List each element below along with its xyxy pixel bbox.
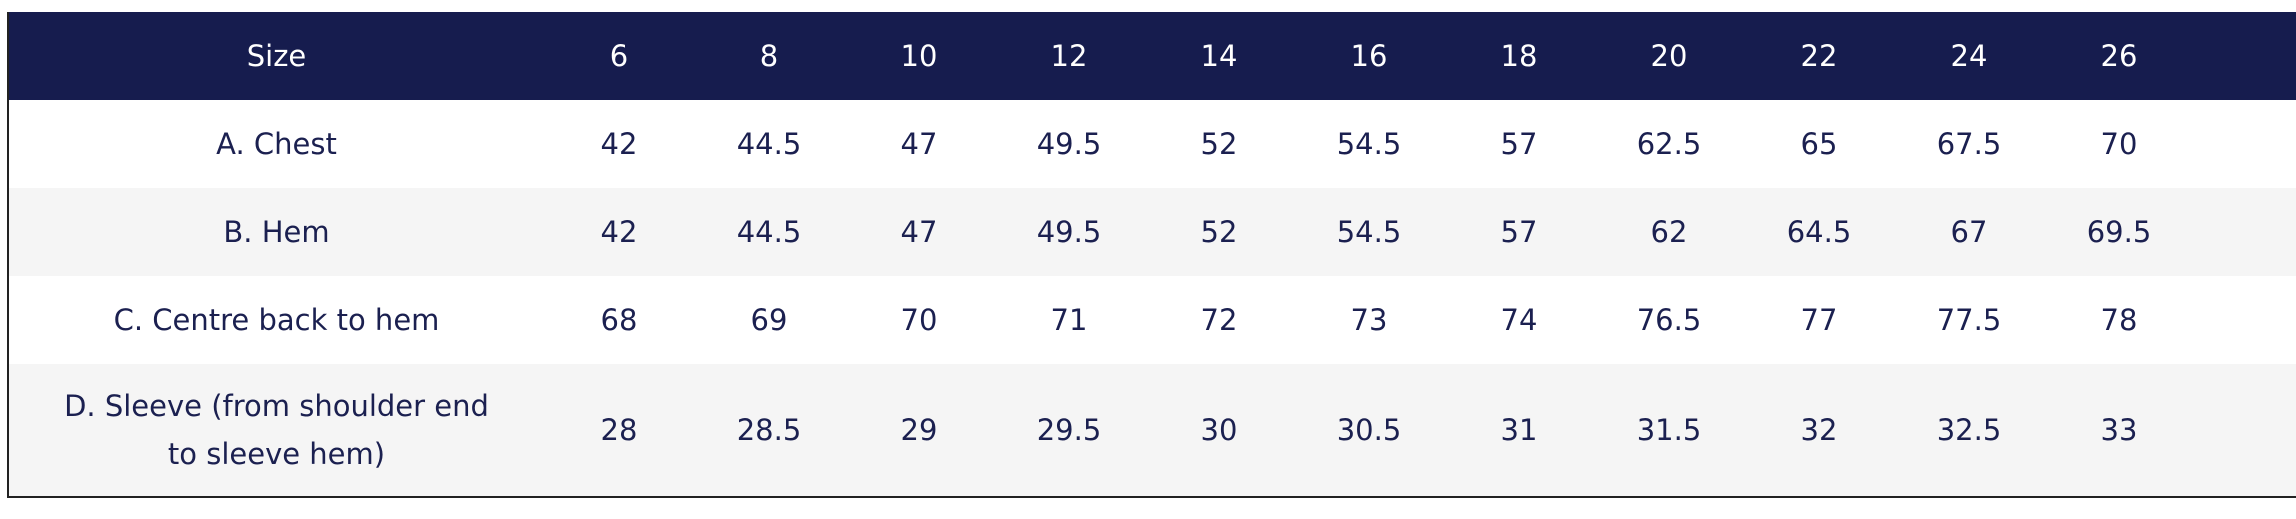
measurement-value: 64.5	[1744, 188, 1894, 276]
measurement-value: 44.5	[694, 188, 844, 276]
measurement-value: 76.5	[1636, 303, 1702, 337]
size-header: 8	[694, 12, 844, 100]
measurement-value: 67	[1894, 188, 2044, 276]
header-cell	[2194, 12, 2296, 100]
measurement-value: 44.5	[736, 127, 802, 161]
measurement-value: 28	[544, 364, 694, 496]
measurement-value: 32.5	[1894, 364, 2044, 496]
table-row: C. Centre back to hem 68 69 70 71 72 73 74 76.5 7…	[9, 276, 2296, 364]
measurement-label: D. Sleeve (from shoulder end to sleeve h…	[9, 364, 544, 496]
measurement-value: 74	[1500, 303, 1538, 337]
measurement-value: 52	[1144, 188, 1294, 276]
measurement-value: 32	[1744, 364, 1894, 496]
table-row: A. Chest 42 44.5 47 49.5 52 54.5 57 62.5 65 67.5 70	[9, 100, 2296, 188]
measurement-value: 29.5	[994, 364, 1144, 496]
measurement-value: 69.5	[2044, 188, 2194, 276]
table-cell	[2194, 100, 2296, 188]
size-header: 6	[544, 12, 694, 100]
measurement-value: 52	[1200, 127, 1238, 161]
measurement-value: 49.5	[994, 188, 1144, 276]
measurement-value: 68	[600, 303, 638, 337]
measurement-value: 65	[1800, 127, 1838, 161]
measurement-value: 33	[2044, 364, 2194, 496]
header-label: Size	[9, 12, 544, 100]
measurement-value: 42	[600, 127, 638, 161]
measurement-value: 30	[1144, 364, 1294, 496]
table-row: D. Sleeve (from shoulder end to sleeve h…	[9, 364, 2296, 496]
size-header: 14	[1144, 12, 1294, 100]
measurement-value: 29	[844, 364, 994, 496]
size-header: 10	[844, 12, 994, 100]
measurement-value: 78	[2100, 303, 2138, 337]
table-cell	[2194, 364, 2296, 496]
measurement-value: 67.5	[1936, 127, 2002, 161]
measurement-label: B. Hem	[9, 188, 544, 276]
size-header: 22	[1744, 12, 1894, 100]
measurement-value: 57	[1500, 127, 1538, 161]
measurement-value: 73	[1350, 303, 1388, 337]
size-header: 18	[1444, 12, 1594, 100]
table-cell	[2194, 276, 2296, 364]
table-cell	[2194, 188, 2296, 276]
measurement-value: 72	[1200, 303, 1238, 337]
size-header: 12	[994, 12, 1144, 100]
measurement-value: 28.5	[694, 364, 844, 496]
table-row: B. Hem 42 44.5 47 49.5 52 54.5 57 62 64.5 67 69.5	[9, 188, 2296, 276]
measurement-value: 54.5	[1336, 127, 1402, 161]
size-header: 24	[1894, 12, 2044, 100]
measurement-value: 71	[1050, 303, 1088, 337]
size-chart: Size 6 8 10 12 14 16 18 20 22 24 26 A. Chest 42 44.5 4…	[7, 12, 2296, 498]
measurement-value: 57	[1444, 188, 1594, 276]
measurement-value: 31	[1444, 364, 1594, 496]
size-header: 16	[1294, 12, 1444, 100]
measurement-value: 31.5	[1594, 364, 1744, 496]
size-header: 20	[1594, 12, 1744, 100]
measurement-value: 42	[544, 188, 694, 276]
size-table: Size 6 8 10 12 14 16 18 20 22 24 26 A. Chest 42 44.5 4…	[9, 12, 2296, 496]
measurement-value: 47	[900, 127, 938, 161]
measurement-value: 62	[1594, 188, 1744, 276]
measurement-value: 70	[2100, 127, 2138, 161]
measurement-label: C. Centre back to hem	[113, 303, 440, 337]
measurement-value: 30.5	[1294, 364, 1444, 496]
measurement-value: 69	[750, 303, 788, 337]
measurement-value: 49.5	[1036, 127, 1102, 161]
measurement-value: 62.5	[1636, 127, 1702, 161]
measurement-value: 54.5	[1294, 188, 1444, 276]
measurement-value: 70	[900, 303, 938, 337]
size-header: 26	[2044, 12, 2194, 100]
measurement-value: 77	[1800, 303, 1838, 337]
header-row: Size 6 8 10 12 14 16 18 20 22 24 26	[9, 12, 2296, 100]
measurement-label: A. Chest	[216, 127, 337, 161]
measurement-value: 77.5	[1936, 303, 2002, 337]
measurement-value: 47	[844, 188, 994, 276]
